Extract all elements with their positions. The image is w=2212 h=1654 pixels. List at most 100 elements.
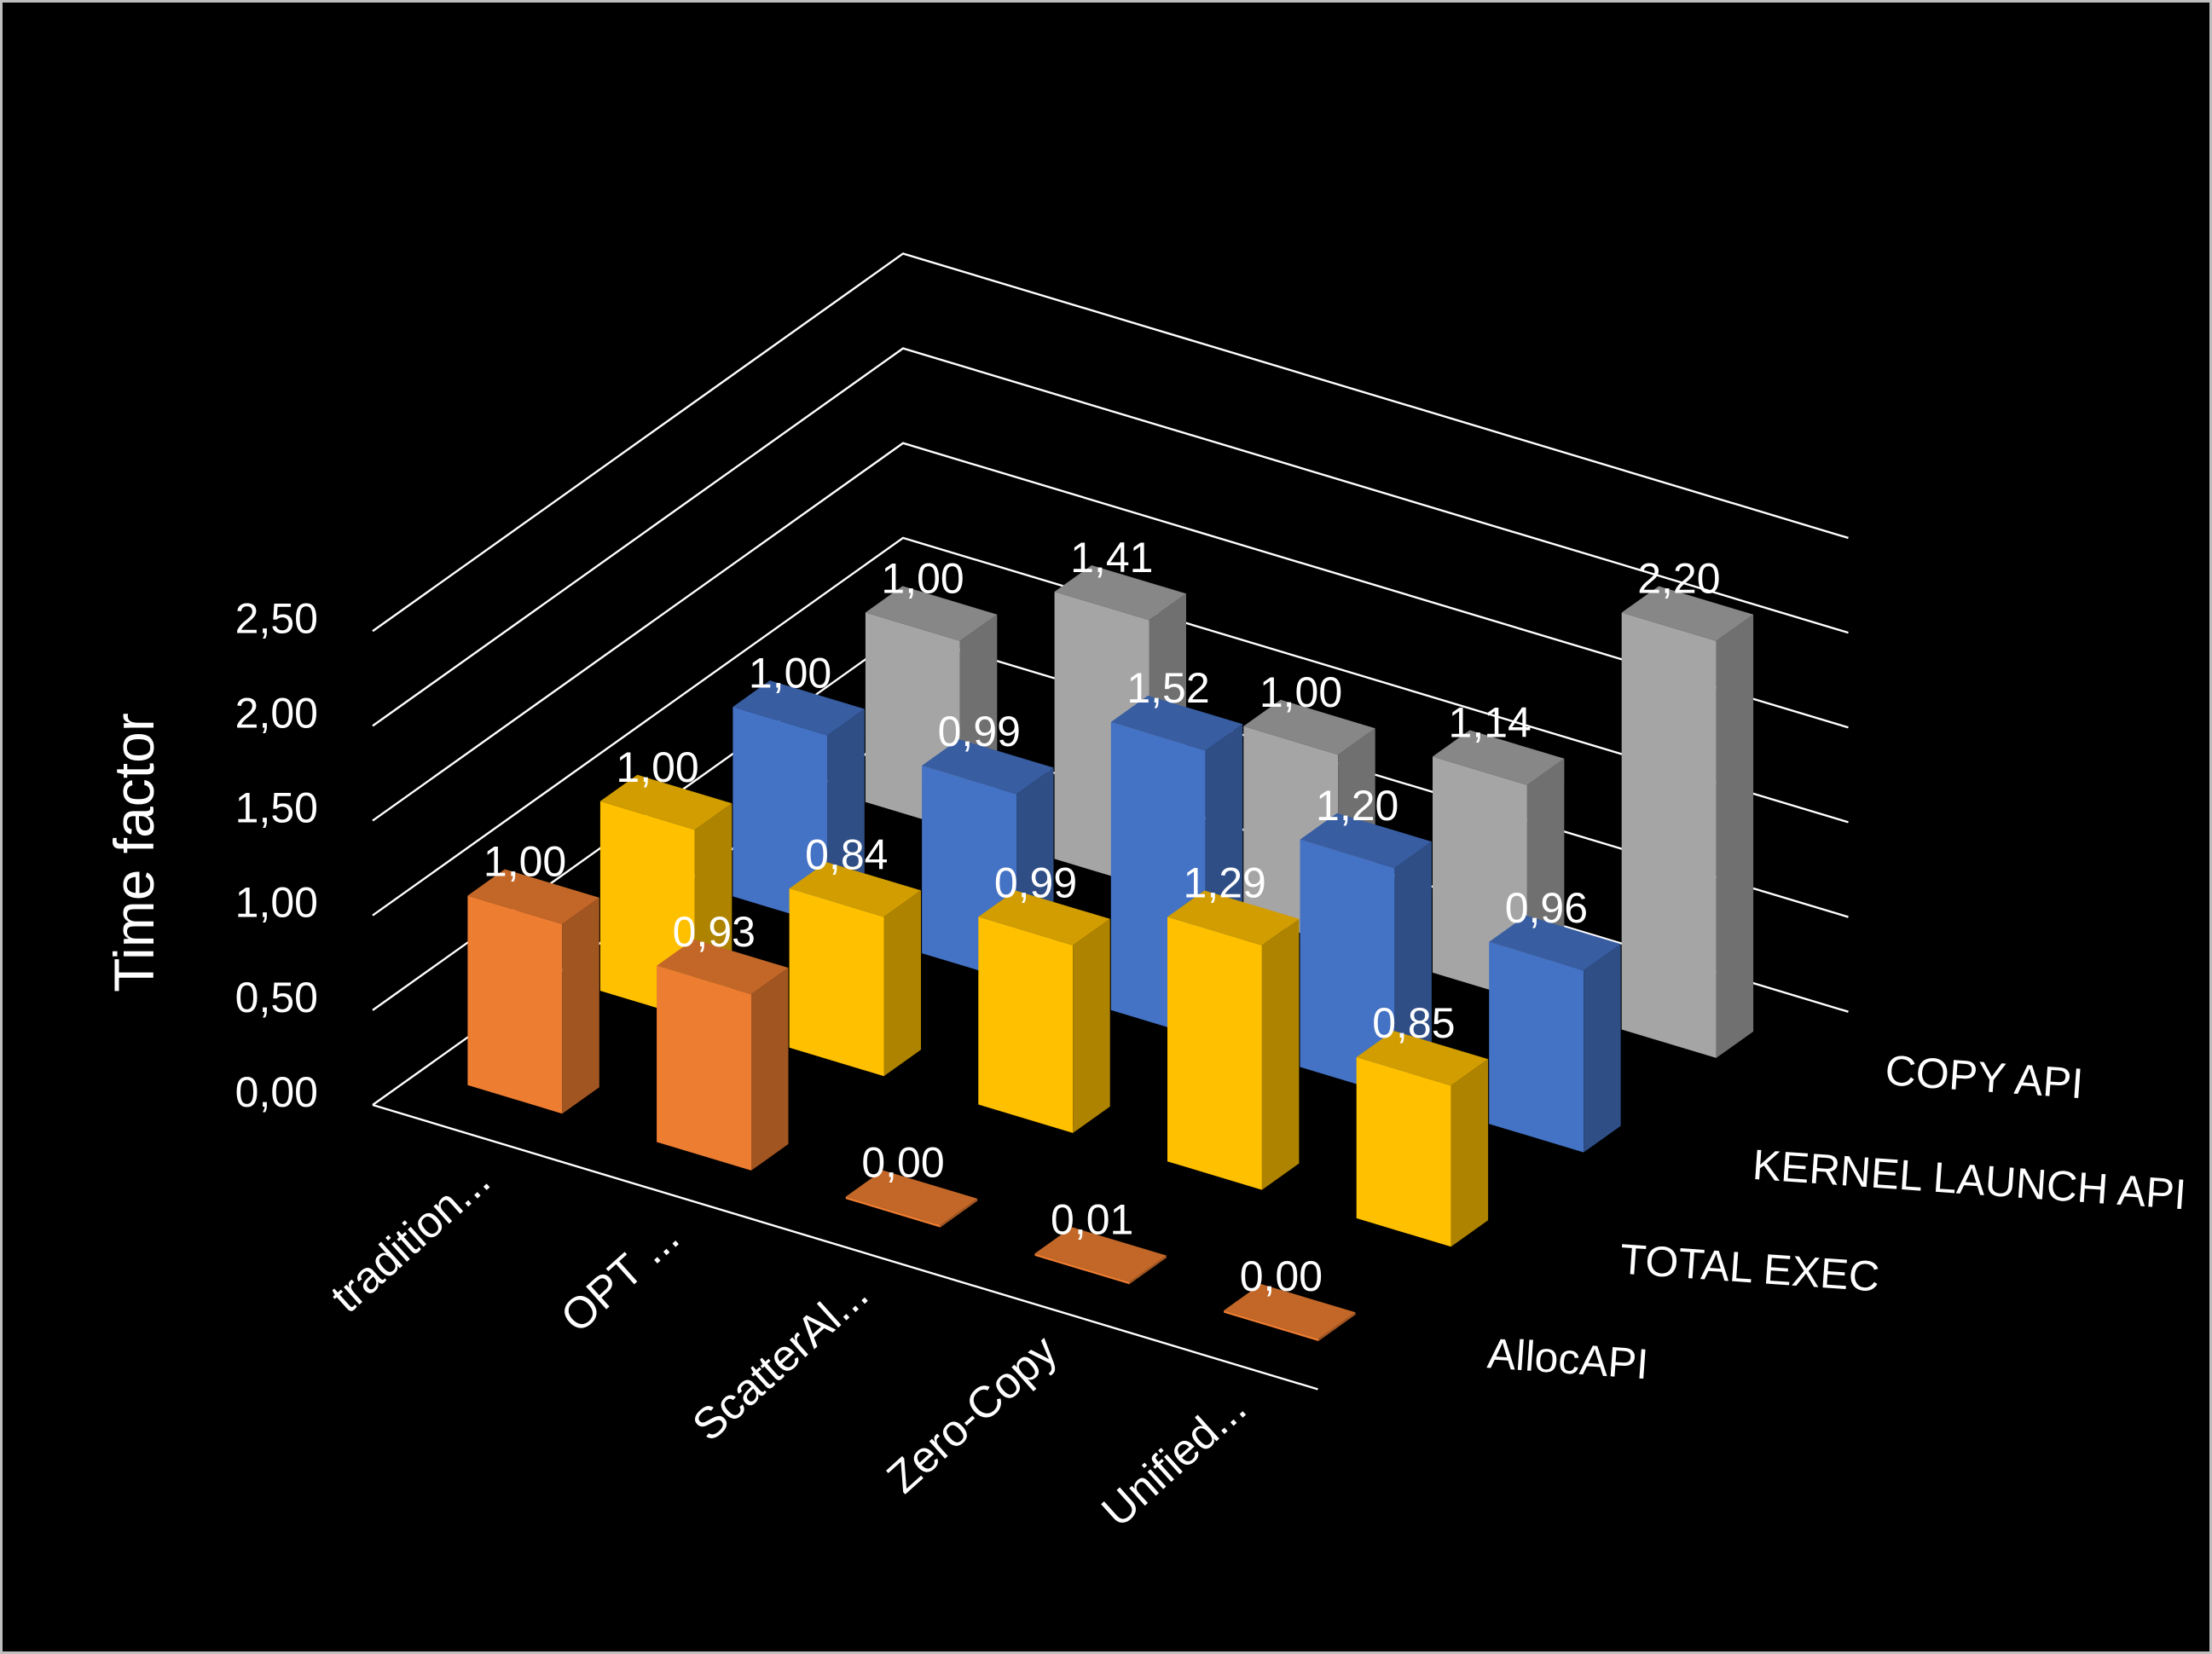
category-label: OPT ... — [552, 1212, 688, 1343]
bar-kernel-launch-api-3 — [1300, 813, 1432, 1096]
bar-top-face — [1224, 1284, 1356, 1339]
bar-top-face — [789, 862, 921, 917]
data-label: 0,00 — [861, 1139, 944, 1187]
bar-top-face — [922, 739, 1054, 795]
bar-top-face — [865, 586, 998, 641]
bar-front-face — [657, 965, 751, 1171]
bar-side-face — [1318, 1312, 1356, 1341]
gridline-3 — [372, 442, 1849, 822]
category-label: ScatterAl... — [683, 1269, 877, 1451]
series-label: KERNEL LAUNCH API — [1751, 1141, 2187, 1218]
bar-total-exec-2 — [978, 890, 1110, 1133]
bar-side-face — [940, 1198, 978, 1228]
data-label: 1,00 — [1259, 668, 1342, 716]
bar-top-face — [1356, 1031, 1489, 1086]
bar-side-face — [751, 968, 789, 1171]
bar-top-face — [845, 1170, 978, 1225]
bar-front-face — [1167, 917, 1262, 1190]
bar-top-face — [1243, 699, 1375, 755]
gridline-5 — [372, 252, 1849, 633]
data-label: 0,96 — [1505, 884, 1588, 932]
bar-top-face — [1034, 1227, 1167, 1282]
bar-side-face — [1716, 614, 1754, 1058]
bar-front-face — [1489, 941, 1584, 1153]
data-label: 1,29 — [1184, 859, 1266, 907]
bar-front-face — [733, 707, 828, 925]
bar-front-face — [789, 888, 884, 1077]
bar-allocapi-4 — [1224, 1284, 1356, 1341]
category-label: tradition... — [321, 1155, 500, 1322]
bar-front-face — [467, 895, 563, 1114]
bar-top-face — [1489, 915, 1621, 971]
series-label: TOTAL EXEC — [1618, 1235, 1881, 1301]
gridline-2 — [372, 536, 1849, 917]
bar-top-face — [467, 869, 599, 924]
bar-top-face — [599, 774, 733, 830]
bar-top-face — [1054, 565, 1186, 621]
bar-front-face — [1621, 612, 1717, 1058]
bar-top-face — [978, 890, 1110, 946]
bar-front-face — [978, 917, 1074, 1133]
series-label: AllocAPI — [1485, 1329, 1649, 1388]
bar-allocapi-3 — [1034, 1227, 1167, 1285]
bar-top-face — [657, 939, 789, 995]
data-label: 1,41 — [1070, 534, 1153, 581]
data-label: 1,00 — [484, 838, 566, 886]
data-label: 1,00 — [749, 649, 831, 697]
bar-total-exec-4 — [1356, 1031, 1489, 1247]
data-label: 0,99 — [938, 708, 1021, 755]
y-tick-label: 0,00 — [235, 1068, 318, 1116]
bar-side-face — [883, 890, 921, 1077]
bar-top-face — [1110, 695, 1243, 751]
bar-front-face — [1356, 1057, 1451, 1247]
data-label: 1,00 — [881, 555, 964, 603]
bar-allocapi-1 — [657, 939, 789, 1171]
bar-top-face — [1433, 730, 1565, 785]
data-label: 1,20 — [1316, 782, 1398, 830]
bar-side-face — [1261, 918, 1300, 1190]
data-label: 0,85 — [1372, 999, 1455, 1047]
y-tick-label: 1,50 — [235, 784, 318, 832]
y-tick-label: 2,50 — [235, 594, 318, 642]
category-label: Unified... — [1092, 1383, 1255, 1536]
data-label: 0,01 — [1051, 1195, 1133, 1243]
floor-front-edge — [372, 1103, 1318, 1391]
bar-top-face — [1300, 813, 1432, 869]
bar-front-face — [1224, 1310, 1319, 1341]
bar-top-face — [1167, 890, 1300, 946]
bar-top-face — [1621, 586, 1754, 641]
bar-front-face — [845, 1196, 941, 1228]
data-label: 0,84 — [805, 830, 888, 878]
bar-kernel-launch-api-4 — [1489, 915, 1621, 1153]
y-tick-label: 0,50 — [235, 974, 318, 1021]
bar-top-face — [733, 680, 865, 736]
bar-side-face — [1129, 1255, 1167, 1285]
gridline-4 — [372, 347, 1849, 727]
data-labels: 1,00 1,41 1,00 1,14 2,20 1,00 0,99 1,52 1,20 0,96… — [484, 534, 1721, 1300]
data-label: 0,99 — [994, 859, 1077, 907]
bar-total-exec-3 — [1167, 890, 1300, 1190]
y-axis-title: Time factor — [102, 713, 165, 992]
bar-allocapi-0 — [467, 869, 599, 1114]
bar-side-face — [1394, 841, 1432, 1096]
bar-side-face — [562, 897, 599, 1114]
y-tick-label: 2,00 — [235, 689, 318, 737]
data-label: 2,20 — [1637, 555, 1720, 603]
data-label: 1,52 — [1126, 664, 1209, 712]
bar-front-face — [1034, 1253, 1130, 1285]
category-label: Zero-Copy — [878, 1326, 1067, 1502]
bars — [467, 565, 1754, 1341]
bar-side-face — [1584, 944, 1621, 1153]
data-label: 1,14 — [1449, 699, 1532, 747]
bar-front-face — [1300, 839, 1395, 1096]
data-label: 0,00 — [1240, 1252, 1323, 1300]
bar-copy-api-4 — [1621, 586, 1754, 1058]
bar-allocapi-2 — [845, 1170, 978, 1228]
series-label: COPY API — [1884, 1046, 2085, 1107]
data-label: 1,00 — [616, 743, 698, 791]
bar-side-face — [1451, 1059, 1489, 1247]
data-label: 0,93 — [673, 908, 756, 956]
